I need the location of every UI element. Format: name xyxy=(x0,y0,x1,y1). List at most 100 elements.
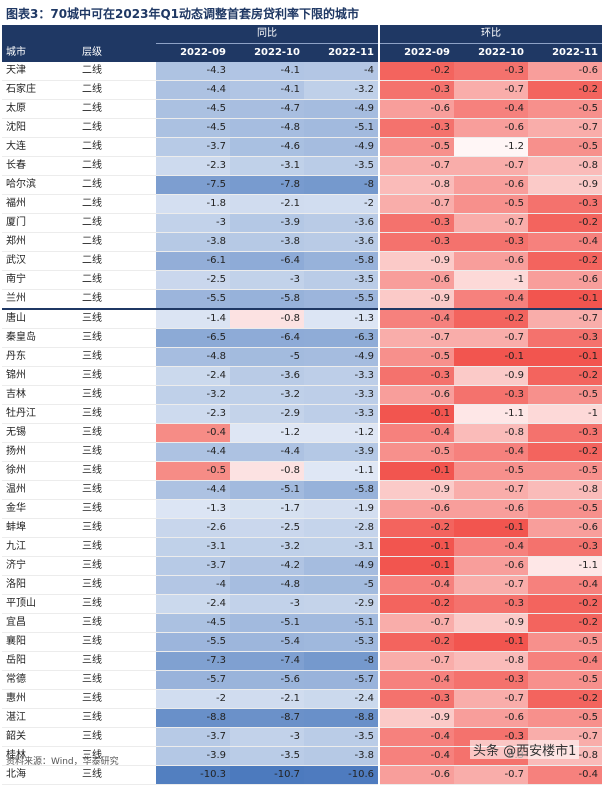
tier-cell: 二线 xyxy=(82,217,102,228)
mom-cell: -0.7 xyxy=(454,689,528,709)
mom-cell: -0.3 xyxy=(454,385,528,405)
yoy-cell: -4.4 xyxy=(156,80,230,100)
tier-cell: 三线 xyxy=(82,541,102,552)
yoy-cell: -3.6 xyxy=(304,213,379,233)
city-cell: 惠州 xyxy=(6,693,26,704)
table-row: 唐山 三线 -1.4 -0.8 -1.3 -0.4 -0.2 -0.7 xyxy=(2,308,602,329)
yoy-cell: -2.6 xyxy=(156,518,230,538)
table-row: 洛阳 三线 -4 -4.8 -5 -0.4 -0.7 -0.4 xyxy=(2,575,602,595)
tier-cell: 三线 xyxy=(82,560,102,571)
mom-cell: -0.4 xyxy=(528,765,602,785)
mom-cell: -0.9 xyxy=(454,366,528,386)
mom-cell: -0.5 xyxy=(528,708,602,728)
table-row: 襄阳 三线 -5.5 -5.4 -5.3 -0.2 -0.1 -0.5 xyxy=(2,632,602,652)
yoy-cell: -3.7 xyxy=(156,556,230,576)
mom-cell: -0.3 xyxy=(378,689,454,709)
mom-cell: -0.3 xyxy=(454,62,528,81)
mom-cell: -0.6 xyxy=(528,270,602,290)
mom-cell: -0.1 xyxy=(454,347,528,367)
city-cell: 湛江 xyxy=(6,712,26,723)
mom-cell: -0.5 xyxy=(378,137,454,157)
mom-cell: -0.9 xyxy=(378,289,454,309)
city-cell: 吉林 xyxy=(6,389,26,400)
yoy-cell: -4.9 xyxy=(304,556,379,576)
yoy-cell: -2 xyxy=(156,689,230,709)
yoy-cell: -0.8 xyxy=(230,461,304,481)
yoy-cell: -10.7 xyxy=(230,765,304,785)
mom-cell: -0.5 xyxy=(528,99,602,119)
mom-cell: -0.9 xyxy=(378,708,454,728)
table-body: 天津 二线 -4.3 -4.1 -4 -0.2 -0.3 -0.6 石家庄 二线 -4.4 -4.1-… xyxy=(2,62,602,785)
mom-cell: -0.4 xyxy=(378,423,454,443)
tier-cell: 三线 xyxy=(82,674,102,685)
mom-cell: -0.7 xyxy=(454,156,528,176)
yoy-cell: -5.5 xyxy=(156,289,230,309)
mom-cell: -0.9 xyxy=(528,175,602,195)
yoy-cell: -3.5 xyxy=(304,727,379,747)
city-cell: 哈尔滨 xyxy=(6,179,36,190)
mom-cell: -0.4 xyxy=(378,746,454,766)
yoy-cell: -3.8 xyxy=(230,232,304,252)
tier-cell: 二线 xyxy=(82,84,102,95)
table-row: 牡丹江 三线 -2.3 -2.9 -3.3 -0.1 -1.1 -1 xyxy=(2,404,602,424)
tier-cell: 三线 xyxy=(82,769,102,780)
table-row: 扬州 三线 -4.4 -4.4 -3.9 -0.5 -0.4 -0.2 xyxy=(2,442,602,462)
yoy-cell: -8.8 xyxy=(156,708,230,728)
mom-cell: -0.7 xyxy=(454,480,528,500)
mom-cell: -0.7 xyxy=(454,80,528,100)
city-cell: 福州 xyxy=(6,198,26,209)
header-mom-month-2: 2022-10 xyxy=(454,43,528,62)
tier-cell: 二线 xyxy=(82,141,102,152)
mom-cell: -0.2 xyxy=(378,594,454,614)
yoy-cell: -3 xyxy=(156,213,230,233)
yoy-cell: -4.9 xyxy=(304,347,379,367)
table-row: 无锡 三线 -0.4 -1.2 -1.2 -0.4 -0.8 -0.3 xyxy=(2,423,602,443)
yoy-cell: -3.8 xyxy=(304,746,379,766)
mom-cell: -0.3 xyxy=(454,670,528,690)
yoy-cell: -3.1 xyxy=(304,537,379,557)
yoy-cell: -3.2 xyxy=(156,385,230,405)
tier-cell: 三线 xyxy=(82,750,102,761)
mom-cell: -0.1 xyxy=(528,289,602,309)
mom-cell: -0.8 xyxy=(454,651,528,671)
mom-cell: -1.2 xyxy=(454,137,528,157)
table-row: 沈阳 二线 -4.5 -4.8 -5.1 -0.3 -0.6 -0.7 xyxy=(2,118,602,138)
yoy-cell: -2.1 xyxy=(230,689,304,709)
table-row: 郑州 二线 -3.8 -3.8 -3.6 -0.3 -0.3 -0.4 xyxy=(2,232,602,252)
yoy-cell: -3.5 xyxy=(230,746,304,766)
city-cell: 沈阳 xyxy=(6,122,26,133)
yoy-cell: -4.2 xyxy=(230,556,304,576)
mom-cell: -0.1 xyxy=(454,632,528,652)
yoy-cell: -1.1 xyxy=(304,461,379,481)
table-row: 丹东 三线 -4.8 -5 -4.9 -0.5 -0.1 -0.1 xyxy=(2,347,602,367)
yoy-cell: -0.5 xyxy=(156,461,230,481)
yoy-cell: -4.8 xyxy=(230,575,304,595)
rate-table: 城市 层级 同比 环比 2022-09 2022-10 2022-11 2022… xyxy=(2,25,602,785)
tier-cell: 三线 xyxy=(82,446,102,457)
tier-cell: 二线 xyxy=(82,179,102,190)
yoy-cell: -4.4 xyxy=(156,480,230,500)
yoy-cell: -1.8 xyxy=(156,194,230,214)
yoy-cell: -1.3 xyxy=(156,499,230,519)
mom-cell: -0.7 xyxy=(454,328,528,348)
yoy-cell: -3 xyxy=(230,727,304,747)
mom-cell: -0.2 xyxy=(454,308,528,329)
yoy-cell: -4 xyxy=(156,575,230,595)
city-cell: 金华 xyxy=(6,503,26,514)
mom-cell: -0.6 xyxy=(378,765,454,785)
yoy-cell: -3.3 xyxy=(304,366,379,386)
table-row: 湛江 三线 -8.8 -8.7 -8.8 -0.9 -0.6 -0.5 xyxy=(2,708,602,728)
mom-cell: -0.9 xyxy=(454,613,528,633)
city-cell: 兰州 xyxy=(6,293,26,304)
yoy-cell: -3.2 xyxy=(304,80,379,100)
mom-cell: -0.5 xyxy=(378,347,454,367)
mom-cell: -0.6 xyxy=(454,251,528,271)
tier-cell: 三线 xyxy=(82,655,102,666)
table-row: 金华 三线 -1.3 -1.7 -1.9 -0.6 -0.6 -0.5 xyxy=(2,499,602,519)
table-row: 太原 二线 -4.5 -4.7 -4.9 -0.6 -0.4 -0.5 xyxy=(2,99,602,119)
mom-cell: -0.1 xyxy=(378,556,454,576)
mom-cell: -0.4 xyxy=(454,537,528,557)
yoy-cell: -10.6 xyxy=(304,765,379,785)
mom-cell: -0.4 xyxy=(378,670,454,690)
table-row: 福州 二线 -1.8 -2.1 -2 -0.7 -0.5 -0.3 xyxy=(2,194,602,214)
